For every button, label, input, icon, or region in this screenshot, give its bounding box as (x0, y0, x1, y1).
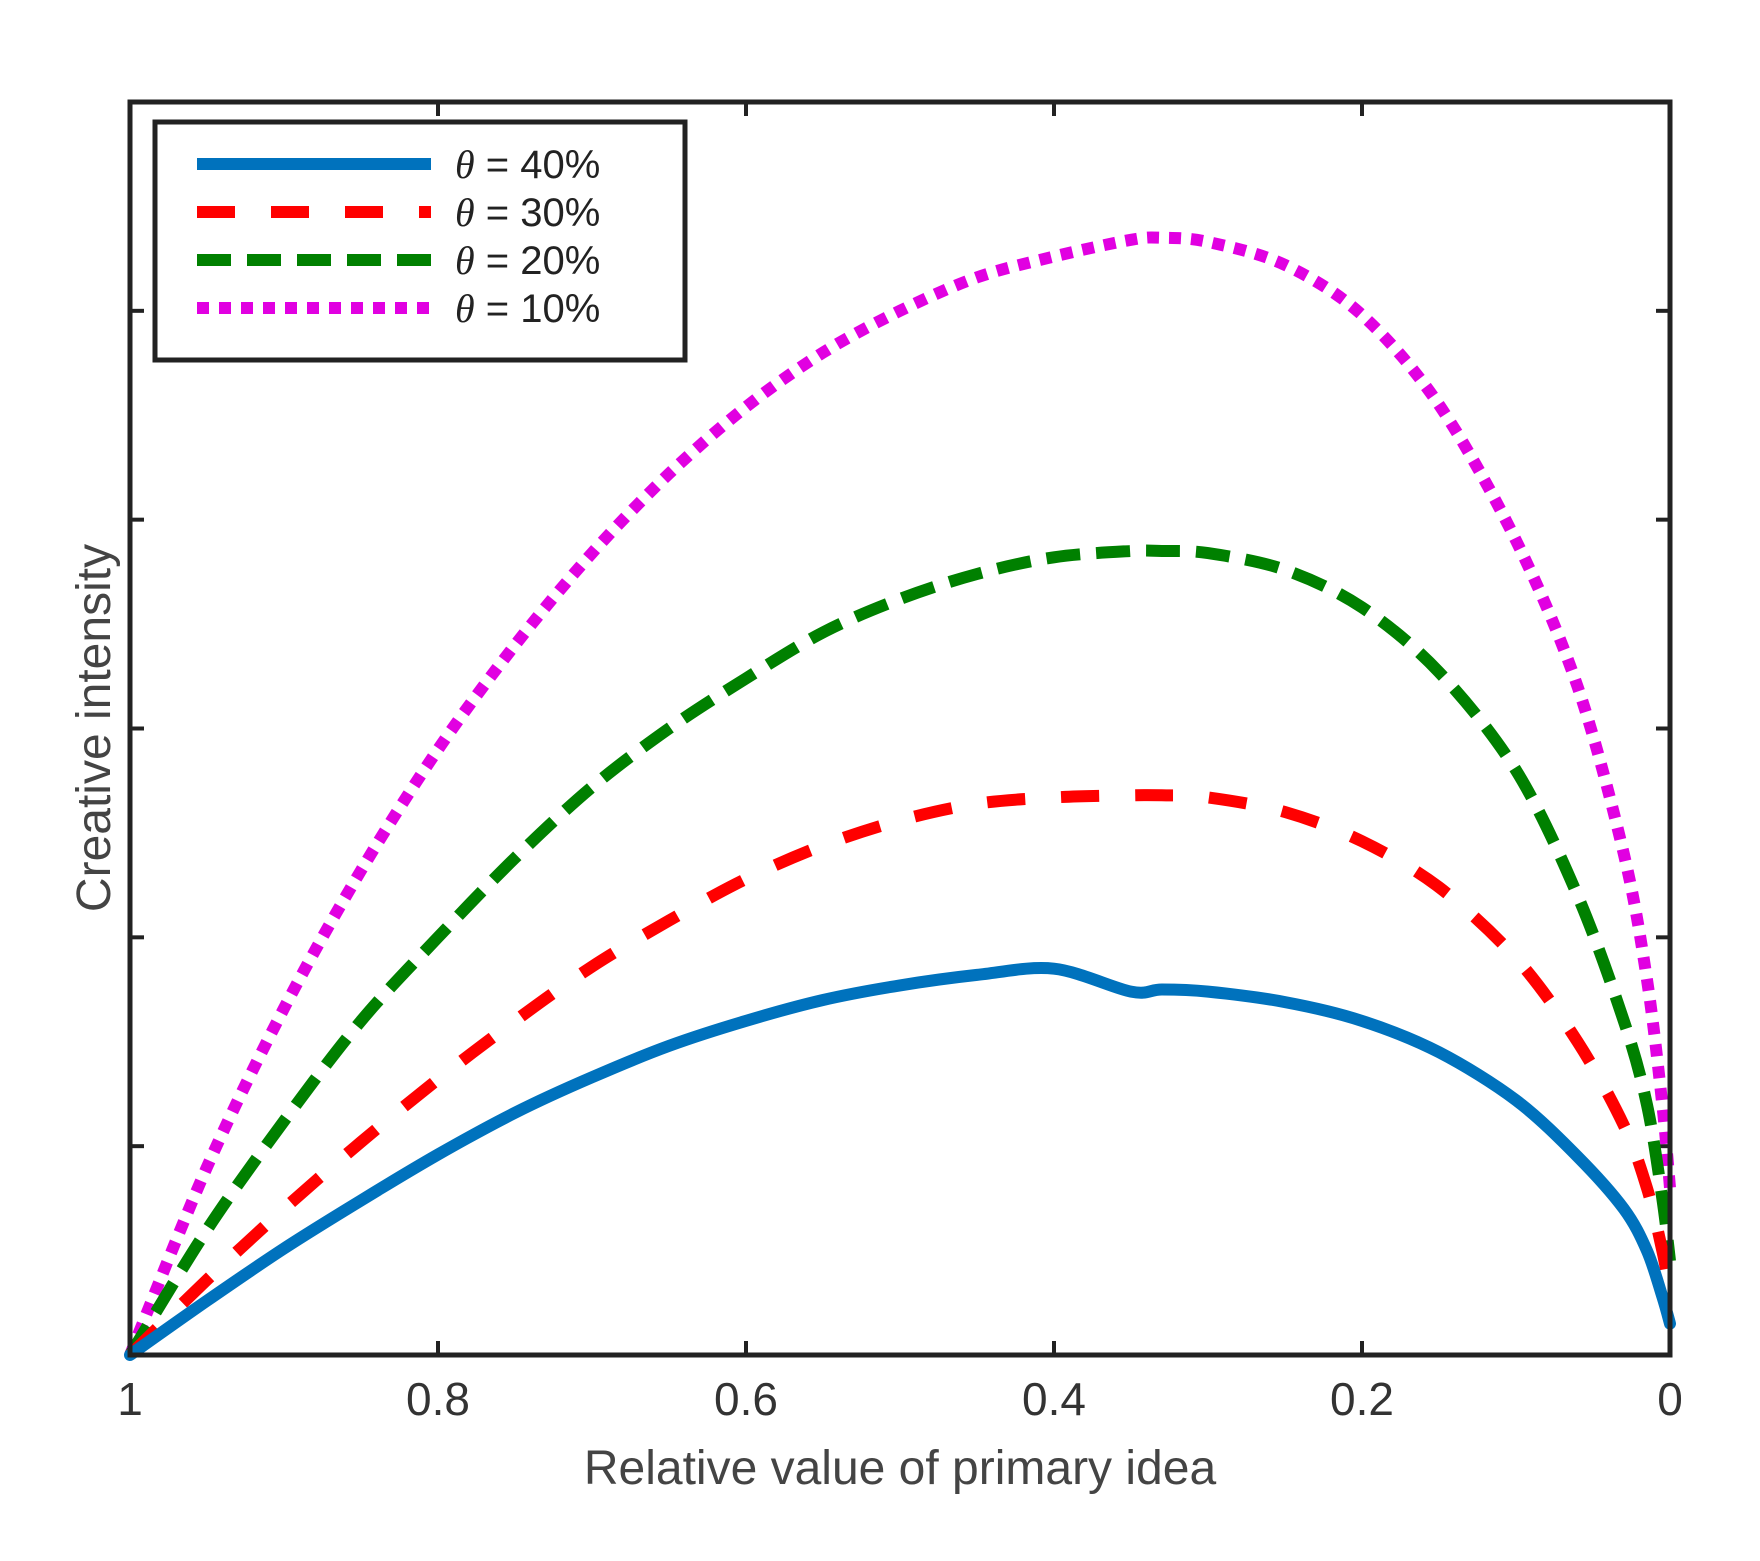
legend-box (152, 119, 688, 363)
legend-theta-3: θ (455, 286, 475, 331)
x-tick-label-1: 0.8 (406, 1373, 470, 1425)
legend-value-0: = 40% (475, 143, 601, 187)
x-tick-label-2: 0.6 (714, 1373, 778, 1425)
legend: θ = 40%θ = 30%θ = 20%θ = 10% (152, 119, 688, 363)
x-tick-label-4: 0.2 (1330, 1373, 1394, 1425)
plot-frame (127, 99, 1673, 1358)
legend-theta-2: θ (455, 238, 475, 283)
series-line-1 (125, 789, 1676, 1360)
legend-theta-1: θ (455, 190, 475, 235)
legend-label-3: θ = 10% (455, 286, 600, 331)
legend-value-3: = 10% (475, 287, 601, 331)
legend-label-1: θ = 30% (455, 190, 600, 235)
x-tick-label-5: 0 (1657, 1373, 1683, 1425)
legend-label-2: θ = 20% (455, 238, 600, 283)
y-axis-label: Creative intensity (68, 544, 121, 912)
series-line-0 (124, 962, 1676, 1361)
series-line-3 (124, 231, 1676, 1358)
x-tick-label-0: 1 (117, 1373, 143, 1425)
x-tick-label-3: 0.4 (1022, 1373, 1086, 1425)
series-group (124, 231, 1676, 1361)
legend-value-2: = 20% (475, 239, 601, 283)
x-axis-label: Relative value of primary idea (584, 1442, 1217, 1495)
legend-label-0: θ = 40% (455, 142, 600, 187)
legend-value-1: = 30% (475, 191, 601, 235)
x-tick-labels: 1 0.8 0.6 0.4 0.2 0 (117, 1373, 1683, 1425)
legend-theta-0: θ (455, 142, 475, 187)
series-line-2 (124, 544, 1676, 1359)
